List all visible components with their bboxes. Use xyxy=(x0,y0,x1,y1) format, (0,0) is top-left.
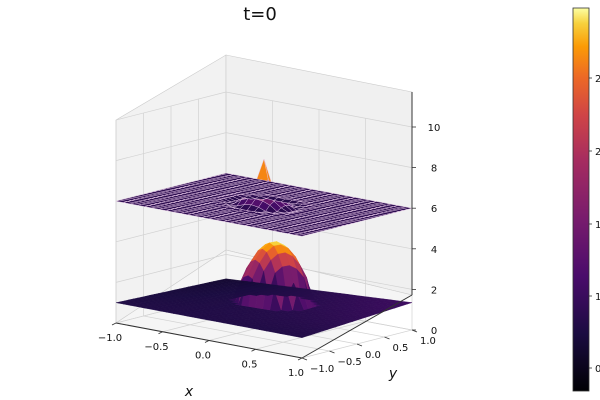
z-tick-label: 8 xyxy=(431,164,437,175)
x-ticks: −1.0 −0.5 0.0 0.5 1.0 xyxy=(98,322,304,379)
x-axis-label: x xyxy=(184,384,194,400)
y-tick-label: −0.5 xyxy=(338,357,362,368)
x-tick-label: 1.0 xyxy=(288,368,304,379)
colorbar-tick-label: 0 xyxy=(595,364,600,375)
colorbar xyxy=(572,7,590,392)
x-tick-label: −0.5 xyxy=(144,342,168,353)
colorbar-tick-label: 1 xyxy=(595,292,600,303)
colorbar-tick-label: 2 xyxy=(595,74,600,85)
z-tick-label: 0 xyxy=(431,326,437,337)
x-tick-label: −1.0 xyxy=(98,333,122,344)
colorbar-tick-label: 2 xyxy=(595,147,600,158)
z-ticks: 0 2 4 6 8 10 xyxy=(412,123,440,337)
y-tick-label: 0.5 xyxy=(393,343,409,354)
x-tick-label: 0.5 xyxy=(242,359,258,370)
chart-title: t=0 xyxy=(243,4,277,25)
z-tick-label: 2 xyxy=(431,285,437,296)
z-tick-label: 10 xyxy=(428,123,441,134)
y-ticks: −1.0 −0.50.0 0.5 1.0 xyxy=(301,329,436,375)
y-axis-line xyxy=(301,294,413,359)
colorbar-ticks: 0 1 1 2 2 xyxy=(589,74,600,375)
y-axis-label: y xyxy=(388,366,398,382)
x-tick-label: 0.0 xyxy=(195,351,211,362)
y-tick-label: −1.0 xyxy=(310,364,334,375)
z-tick-label: 6 xyxy=(431,204,437,215)
lower-surface xyxy=(115,241,413,338)
y-tick-label: 0.0 xyxy=(365,350,381,361)
colorbar-tick-label: 1 xyxy=(595,220,600,231)
y-tick-label: 1.0 xyxy=(420,336,436,347)
upper-surface xyxy=(115,158,413,237)
z-tick-label: 4 xyxy=(431,245,437,256)
